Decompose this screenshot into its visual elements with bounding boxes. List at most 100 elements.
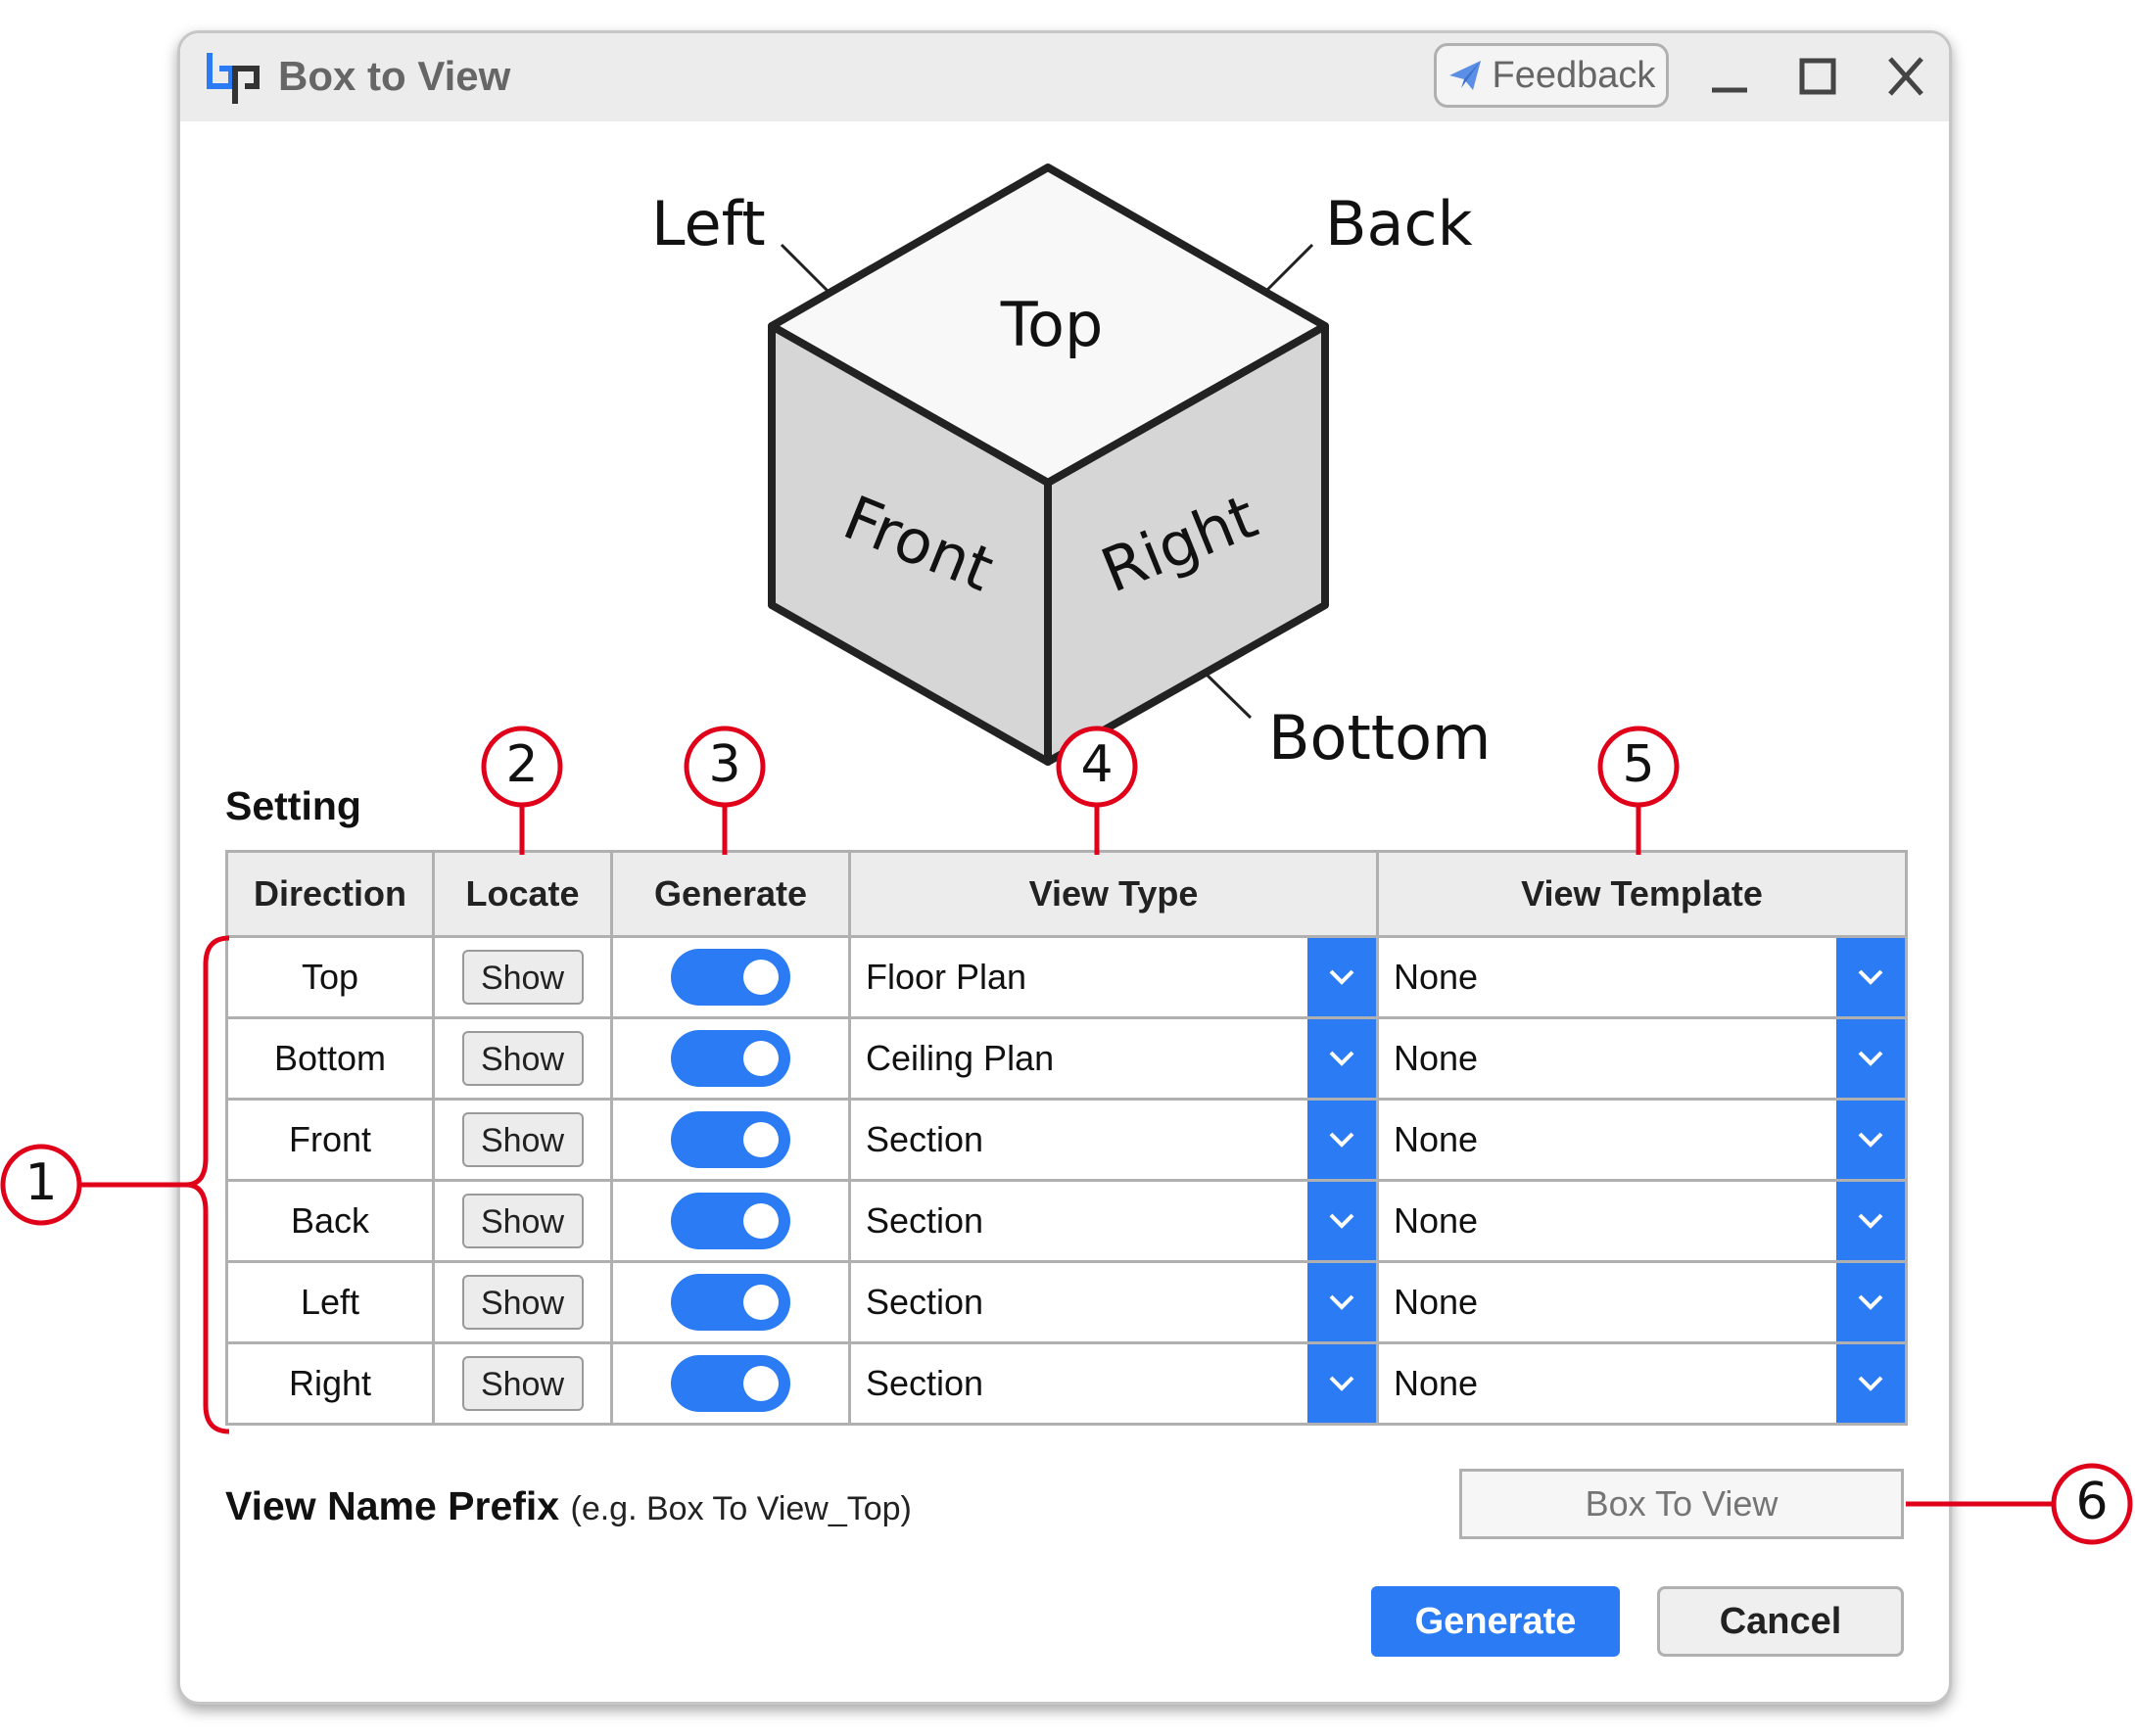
view-type-dropdown-button[interactable]: [1307, 938, 1376, 1016]
view-type-dropdown[interactable]: Ceiling Plan: [848, 1016, 1379, 1101]
view-template-dropdown[interactable]: None: [1376, 935, 1908, 1019]
view-name-prefix-label: View Name Prefix (e.g. Box To View_Top): [225, 1483, 912, 1529]
toggle-knob: [743, 1203, 779, 1239]
chevron-down-icon: [1858, 1132, 1883, 1148]
column-header-view-type: View Type: [848, 850, 1379, 938]
generate-cell: [610, 1098, 851, 1182]
callout-number-5: 5: [1622, 735, 1655, 794]
view-template-dropdown[interactable]: None: [1376, 1341, 1908, 1426]
locate-cell: Show: [432, 1016, 613, 1101]
view-type-dropdown-button[interactable]: [1307, 1019, 1376, 1098]
generate-cell: [610, 1341, 851, 1426]
toggle-knob: [743, 1041, 779, 1076]
view-type-value: Section: [866, 1200, 984, 1241]
direction-cell: Front: [225, 1098, 435, 1182]
view-template-value: None: [1394, 1119, 1479, 1159]
maximize-icon[interactable]: [1788, 53, 1847, 102]
view-template-dropdown[interactable]: None: [1376, 1260, 1908, 1344]
view-type-dropdown[interactable]: Section: [848, 1098, 1379, 1182]
toggle-knob: [743, 1122, 779, 1157]
generate-toggle[interactable]: [671, 1111, 790, 1168]
generate-toggle[interactable]: [671, 949, 790, 1006]
show-button[interactable]: Show: [461, 1356, 584, 1411]
chevron-down-icon: [1329, 1051, 1354, 1066]
callout-number-3: 3: [708, 735, 741, 794]
table-row: Back Show Section None: [225, 1179, 1908, 1263]
view-template-dropdown-button[interactable]: [1836, 1182, 1905, 1260]
show-button[interactable]: Show: [461, 1194, 584, 1248]
locate-cell: Show: [432, 1179, 613, 1263]
view-type-dropdown[interactable]: Floor Plan: [848, 935, 1379, 1019]
toggle-knob: [743, 1285, 779, 1320]
view-type-value: Section: [866, 1363, 984, 1403]
show-button[interactable]: Show: [461, 950, 584, 1005]
chevron-down-icon: [1329, 1376, 1354, 1391]
chevron-down-icon: [1329, 969, 1354, 985]
chevron-down-icon: [1858, 1051, 1883, 1066]
callout-number-4: 4: [1080, 735, 1114, 794]
generate-toggle[interactable]: [671, 1193, 790, 1249]
toggle-knob: [743, 960, 779, 995]
chevron-down-icon: [1858, 1376, 1883, 1391]
app-logo-icon: [207, 53, 260, 104]
view-template-dropdown-button[interactable]: [1836, 938, 1905, 1016]
show-button[interactable]: Show: [461, 1031, 584, 1086]
view-template-dropdown[interactable]: None: [1376, 1179, 1908, 1263]
generate-toggle[interactable]: [671, 1355, 790, 1412]
view-template-dropdown-button[interactable]: [1836, 1263, 1905, 1341]
direction-settings-table: Direction Locate Generate View Type View…: [225, 850, 1908, 1426]
feedback-button[interactable]: Feedback: [1434, 43, 1669, 108]
view-name-prefix-input[interactable]: [1459, 1469, 1904, 1539]
generate-toggle[interactable]: [671, 1030, 790, 1087]
view-type-dropdown[interactable]: Section: [848, 1179, 1379, 1263]
callout-number-2: 2: [505, 735, 539, 794]
column-header-view-template: View Template: [1376, 850, 1908, 938]
generate-toggle[interactable]: [671, 1274, 790, 1331]
view-type-dropdown[interactable]: Section: [848, 1341, 1379, 1426]
column-header-generate: Generate: [610, 850, 851, 938]
view-template-dropdown-button[interactable]: [1836, 1019, 1905, 1098]
view-template-dropdown-button[interactable]: [1836, 1344, 1905, 1423]
generate-cell: [610, 935, 851, 1019]
direction-cell: Back: [225, 1179, 435, 1263]
minimize-icon[interactable]: [1700, 53, 1759, 102]
show-button[interactable]: Show: [461, 1112, 584, 1167]
paper-plane-icon: [1448, 61, 1481, 90]
direction-cell: Right: [225, 1341, 435, 1426]
view-type-value: Section: [866, 1282, 984, 1322]
view-template-value: None: [1394, 1282, 1479, 1322]
view-template-dropdown-button[interactable]: [1836, 1101, 1905, 1179]
view-type-dropdown-button[interactable]: [1307, 1182, 1376, 1260]
generate-cell: [610, 1016, 851, 1101]
cancel-button[interactable]: Cancel: [1657, 1586, 1904, 1657]
view-type-dropdown[interactable]: Section: [848, 1260, 1379, 1344]
title-bar: Box to View Feedback: [180, 33, 1949, 121]
view-template-dropdown[interactable]: None: [1376, 1098, 1908, 1182]
direction-cell: Top: [225, 935, 435, 1019]
view-type-dropdown-button[interactable]: [1307, 1344, 1376, 1423]
view-type-value: Ceiling Plan: [866, 1038, 1055, 1078]
window-title: Box to View: [278, 53, 511, 99]
view-type-value: Floor Plan: [866, 957, 1027, 997]
column-header-locate: Locate: [432, 850, 613, 938]
toggle-knob: [743, 1366, 779, 1401]
prefix-label-text: View Name Prefix: [225, 1483, 560, 1528]
view-template-value: None: [1394, 1363, 1479, 1403]
table-row: Front Show Section None: [225, 1098, 1908, 1182]
direction-cell: Bottom: [225, 1016, 435, 1101]
view-type-dropdown-button[interactable]: [1307, 1101, 1376, 1179]
show-button[interactable]: Show: [461, 1275, 584, 1330]
close-icon[interactable]: [1876, 53, 1935, 102]
locate-cell: Show: [432, 1260, 613, 1344]
chevron-down-icon: [1329, 1213, 1354, 1229]
view-template-dropdown[interactable]: None: [1376, 1016, 1908, 1101]
setting-heading: Setting: [225, 783, 361, 828]
generate-button[interactable]: Generate: [1371, 1586, 1620, 1657]
chevron-down-icon: [1858, 1213, 1883, 1229]
view-type-value: Section: [866, 1119, 984, 1159]
view-type-dropdown-button[interactable]: [1307, 1263, 1376, 1341]
view-template-value: None: [1394, 957, 1479, 997]
view-template-value: None: [1394, 1038, 1479, 1078]
table-row: Left Show Section None: [225, 1260, 1908, 1344]
generate-cell: [610, 1260, 851, 1344]
